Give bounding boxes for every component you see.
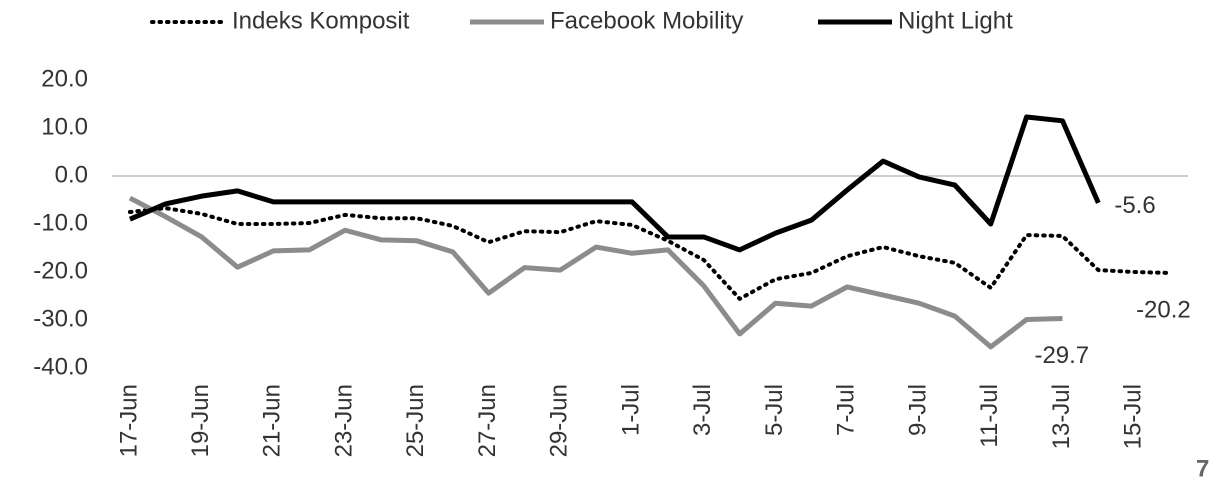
y-tick-label: -30.0 <box>33 305 88 332</box>
x-tick-label: 25-Jun <box>402 384 429 457</box>
x-tick-label: 23-Jun <box>330 384 357 457</box>
x-tick-label: 9-Jul <box>904 384 931 436</box>
x-tick-label: 13-Jul <box>1048 384 1075 449</box>
y-tick-label: 10.0 <box>41 113 88 140</box>
x-tick-label: 27-Jun <box>474 384 501 457</box>
y-tick-label: -20.0 <box>33 257 88 284</box>
x-tick-label: 11-Jul <box>976 384 1003 448</box>
data-label: -29.7 <box>1034 342 1089 369</box>
x-tick-label: 5-Jul <box>761 384 788 436</box>
page-number: 7 <box>1196 455 1209 481</box>
y-tick-label: 20.0 <box>41 65 88 92</box>
x-tick-label: 7-Jul <box>833 384 860 436</box>
x-tick-label: 17-Jun <box>115 384 142 457</box>
y-tick-label: 0.0 <box>55 161 88 188</box>
data-label: -5.6 <box>1114 192 1155 219</box>
series-line <box>128 114 1101 253</box>
x-tick-label: 21-Jun <box>259 384 286 457</box>
legend-label: Night Light <box>898 7 1013 34</box>
legend-label: Facebook Mobility <box>550 7 743 34</box>
y-tick-label: -10.0 <box>33 209 88 236</box>
x-tick-label: 1-Jul <box>617 384 644 436</box>
y-tick-label: -40.0 <box>33 353 88 380</box>
x-tick-label: 3-Jul <box>689 384 716 436</box>
x-tick-label: 15-Jul <box>1120 384 1147 449</box>
series-line <box>127 206 1173 301</box>
x-tick-label: 29-Jun <box>546 384 573 457</box>
x-tick-label: 19-Jun <box>187 384 214 457</box>
series-line <box>128 195 1063 350</box>
data-label: -20.2 <box>1136 296 1191 323</box>
legend-label: Indeks Komposit <box>232 7 410 34</box>
